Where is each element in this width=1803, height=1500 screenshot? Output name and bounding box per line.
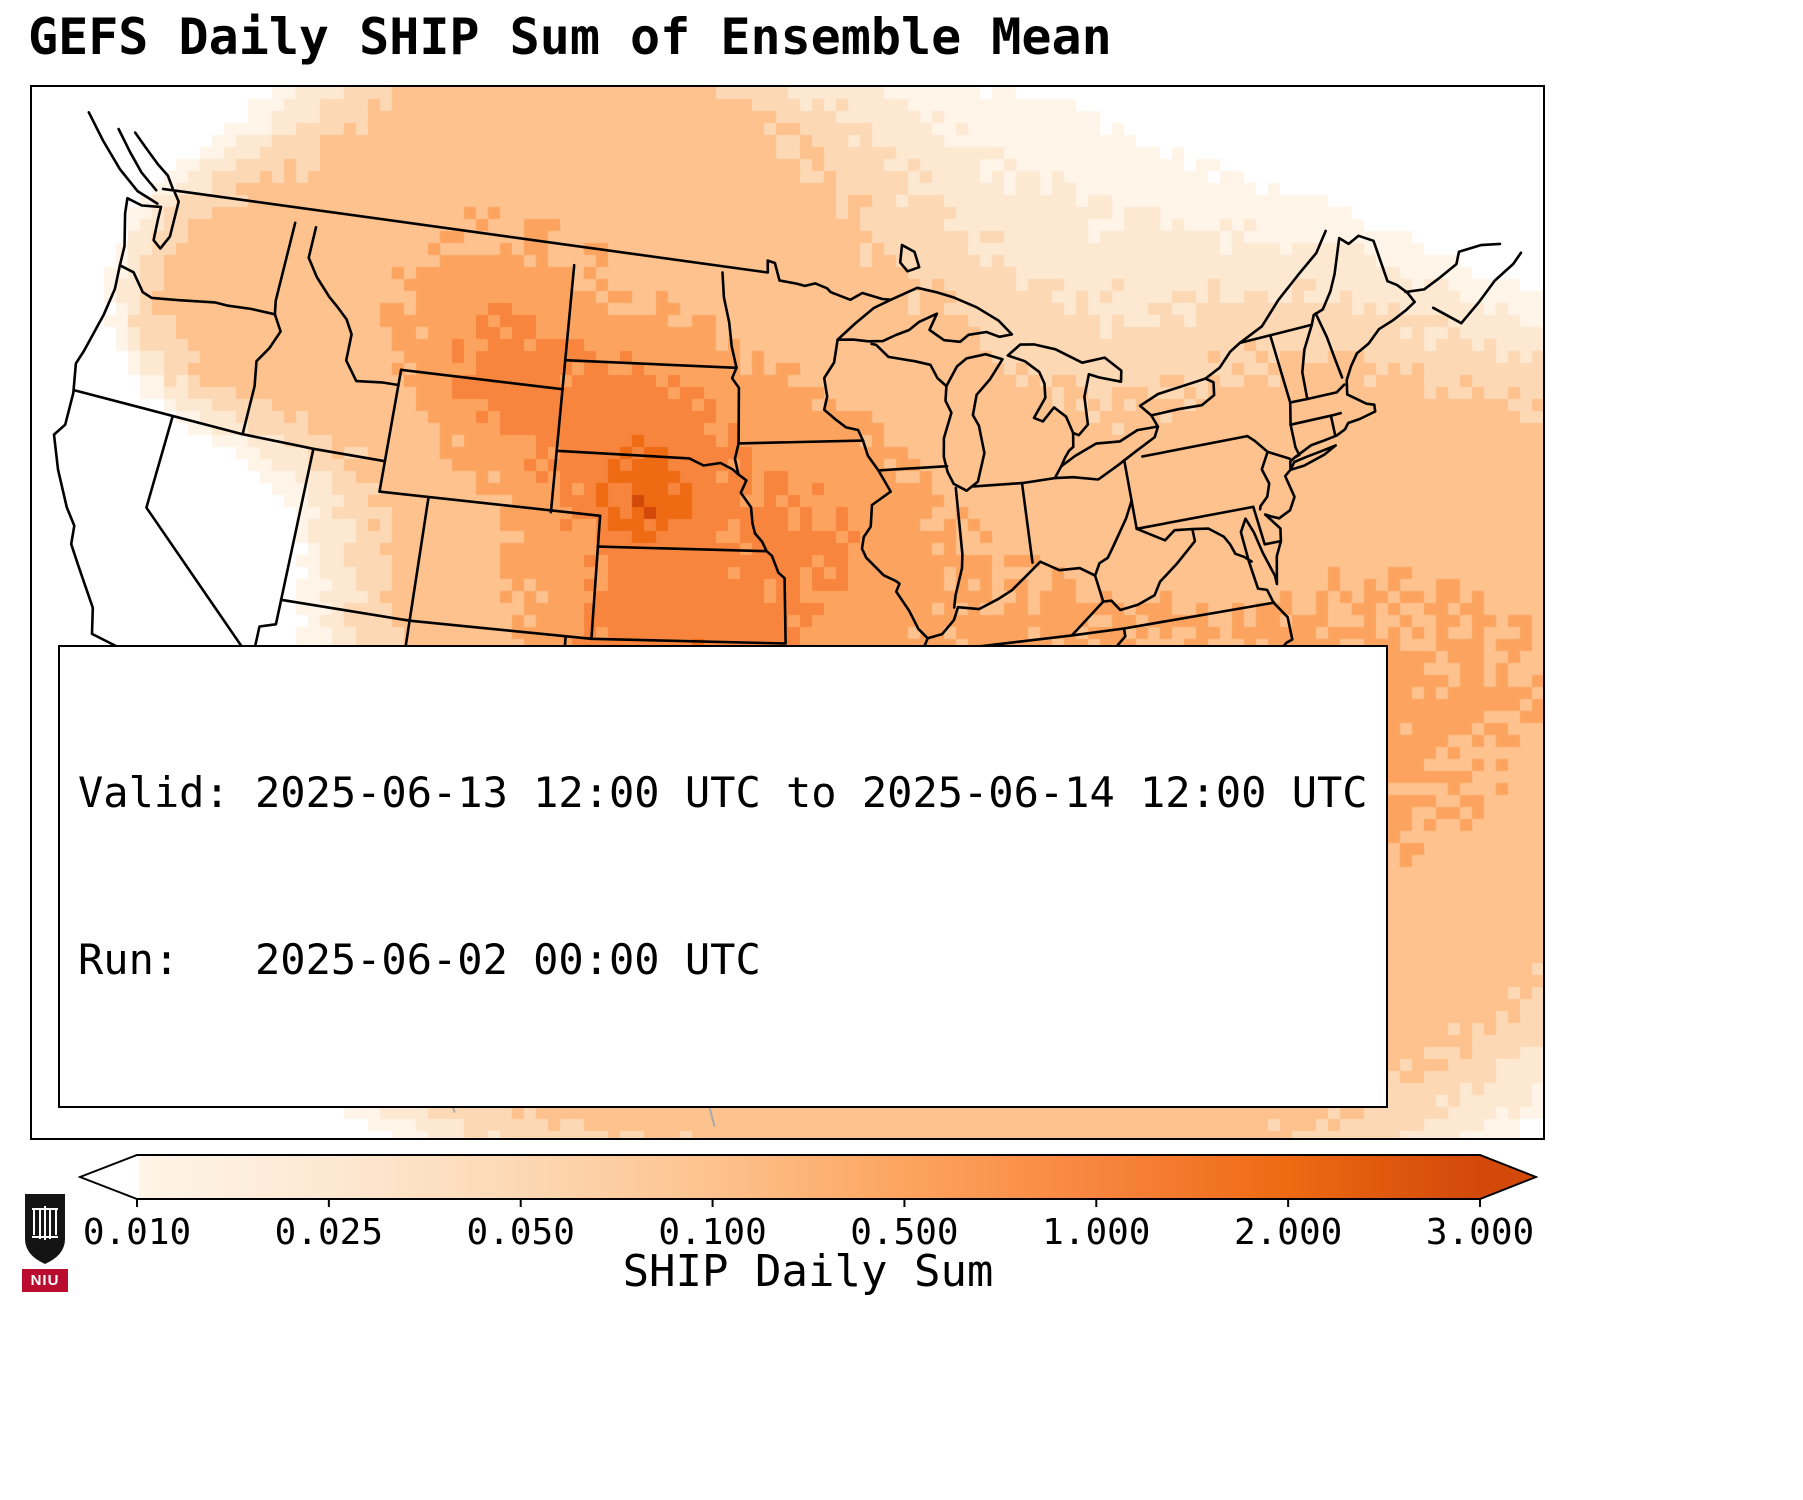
nova-scotia-coast-boundary (1431, 251, 1523, 325)
us-canada-border-boundary (161, 187, 893, 302)
colorbar-tick-label: 0.100 (658, 1212, 767, 1253)
mt-east-boundary (561, 263, 576, 391)
ia-mn-boundary (737, 439, 865, 445)
long-island-boundary (1289, 444, 1337, 472)
nd-sd-boundary (563, 358, 738, 370)
delaware-river-boundary (1246, 434, 1271, 511)
mn-wi-boundary (822, 338, 865, 442)
northeast-us-canada-border-boundary (1204, 234, 1416, 380)
mi-oh-in-boundary (972, 476, 1057, 488)
ks-mo-boundary (765, 549, 787, 645)
colorbar-tick-label: 0.010 (82, 1212, 192, 1253)
colorbar: 0.010 0.025 0.050 0.100 0.500 1.000 2.000 3.000 (77, 1150, 1539, 1262)
bc-mainland-coast-boundary (133, 131, 174, 190)
de-md-boundary (1252, 505, 1283, 546)
pa-ny-boundary (1141, 434, 1249, 458)
ny-nj-boundary (1266, 450, 1291, 460)
canada-maritimes-coast-boundary (1404, 242, 1502, 294)
colorbar-tick-label: 0.025 (274, 1212, 384, 1253)
ct-ri-boundary (1329, 414, 1337, 436)
colorbar-tick-label: 1.000 (1042, 1212, 1151, 1253)
mt-wy-boundary (399, 368, 564, 391)
co-ks-boundary (590, 514, 602, 641)
parallel-37-boundary (279, 598, 787, 645)
ne-ks-boundary (596, 532, 768, 553)
niu-shield-icon (25, 1194, 65, 1264)
colorbar-tick-label: 0.500 (850, 1212, 959, 1253)
ny-new-england-boundary (1268, 333, 1301, 459)
wa-id-boundary (273, 221, 297, 316)
pacific-coast-boundary (52, 191, 180, 720)
colorbar-tick-labels: 0.010 0.025 0.050 0.100 0.500 1.000 2.000 3.000 (78, 1150, 1538, 1262)
ut-co-boundary (408, 497, 430, 622)
nh-me-boundary (1314, 312, 1344, 379)
lake-superior-boundary (836, 286, 1014, 344)
parallel-41-boundary (378, 490, 602, 518)
niu-logo: NIU (22, 1193, 68, 1292)
parallel-365-boundary (921, 601, 1276, 655)
pa-md-boundary (1135, 505, 1255, 531)
lake-erie-boundary (1053, 425, 1160, 481)
valid-time-text: Valid: 2025-06-13 12:00 UTC to 2025-06-1… (78, 768, 1368, 818)
st-lawrence-river-boundary (1238, 229, 1327, 345)
vancouver-island-inner-coast-boundary (117, 127, 158, 192)
colorbar-tick-label: 3.000 (1425, 1212, 1535, 1253)
lake-huron-boundary (1006, 343, 1123, 437)
lake-nipigon-boundary (898, 243, 921, 273)
run-time-text: Run: 2025-06-02 00:00 UTC (78, 934, 761, 984)
ne-ia-missouri-river-boundary (737, 473, 757, 535)
nv-ut-az-boundary (250, 447, 315, 663)
nd-mn-red-river-boundary (721, 271, 738, 370)
lake-michigan-boundary (942, 352, 1004, 492)
wa-or-boundary (118, 264, 277, 316)
sd-ne-boundary (555, 449, 740, 476)
or-id-boundary (241, 313, 282, 436)
ohio-river-boundary (926, 499, 1133, 640)
valid-run-info-box: Valid: 2025-06-13 12:00 UTC to 2025-06-1… (58, 644, 1388, 1108)
parallel-42-boundary (73, 388, 387, 463)
ut-wy-west-boundary (378, 383, 400, 493)
lake-ontario-boundary (1138, 377, 1216, 417)
pa-west-boundary (1122, 458, 1138, 531)
wv-va-boundary (1101, 527, 1197, 612)
colorbar-tick-label: 2.000 (1233, 1212, 1343, 1253)
ky-wv-va-boundary (1070, 574, 1105, 637)
il-in-boundary (952, 486, 964, 609)
vancouver-island-boundary (87, 111, 159, 205)
vt-nh-boundary (1301, 323, 1314, 401)
colorbar-gradient (77, 1154, 1539, 1207)
mt-wy-corner-boundary (397, 368, 403, 387)
id-mt-boundary (307, 226, 400, 387)
map-panel: Valid: 2025-06-13 12:00 UTC to 2025-06-1… (30, 85, 1545, 1140)
in-oh-boundary (1020, 481, 1034, 564)
ma-north-boundary (1288, 383, 1346, 404)
st-clair-detroit-river-boundary (1059, 431, 1075, 468)
niagara-river-boundary (1150, 414, 1159, 427)
niu-logo-text: NIU (22, 1269, 68, 1292)
colorbar-tick-label: 0.050 (466, 1212, 575, 1253)
mississippi-upper-boundary (860, 439, 929, 640)
wi-il-boundary (877, 464, 949, 472)
colorbar-axis-label: SHIP Daily Sum (622, 1246, 994, 1297)
figure-title: GEFS Daily SHIP Sum of Ensemble Mean (28, 8, 1112, 66)
wi-mi-boundary (870, 342, 948, 388)
potomac-boundary (1191, 527, 1253, 563)
ia-sd-boundary (733, 442, 740, 476)
sd-mn-boundary (730, 366, 741, 445)
